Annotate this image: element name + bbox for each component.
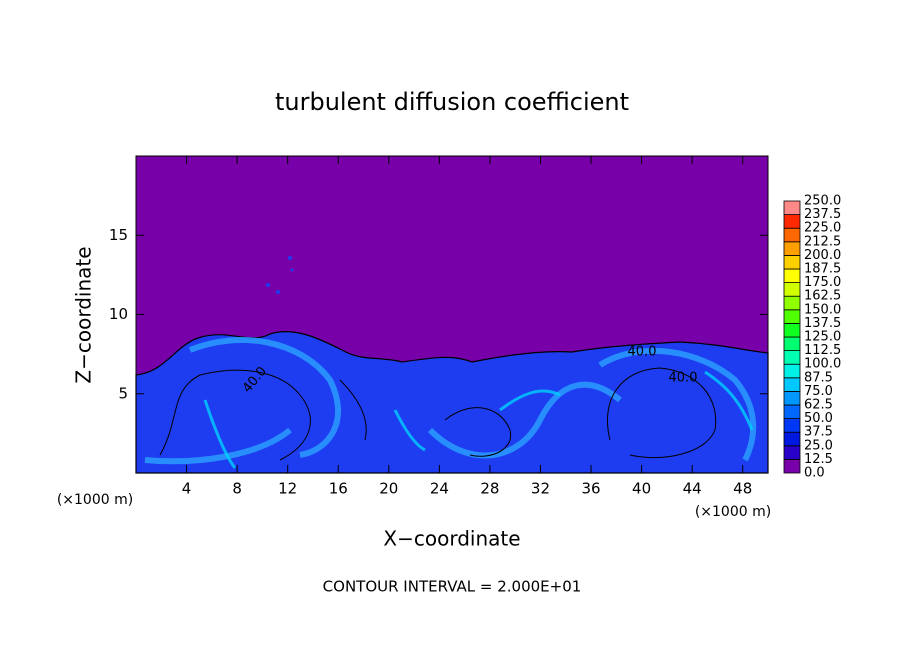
colorbar-label: 200.0: [804, 248, 841, 263]
footnote: CONTOUR INTERVAL = 2.000E+01: [323, 578, 582, 596]
x-tick-label: 40: [632, 480, 651, 498]
colorbar-box: [783, 282, 801, 297]
colorbar-box: [783, 295, 801, 311]
colorbar-box: [783, 458, 801, 474]
colorbar-label: 50.0: [804, 411, 833, 426]
field-swirl: [144, 337, 757, 465]
colorbar-box: [783, 377, 801, 392]
contour-line: [159, 367, 717, 461]
colorbar-box: [783, 214, 801, 229]
contour-label: 40.0: [628, 345, 657, 360]
colorbar-label: 37.5: [804, 425, 833, 440]
field-swirl: [203, 370, 754, 469]
chart-title: turbulent diffusion coefficient: [275, 88, 629, 116]
contour-label: 40.0: [669, 371, 698, 386]
colorbar-label: 12.5: [804, 452, 833, 467]
colorbar-label: 100.0: [804, 357, 841, 372]
colorbar-label: 125.0: [804, 330, 841, 345]
colorbar-label: 162.5: [804, 289, 841, 304]
x-tick-label: 28: [480, 480, 499, 498]
y-axis-label: Z−coordinate: [72, 246, 96, 383]
colorbar-box: [783, 404, 801, 420]
colorbar-box: [783, 336, 801, 352]
colorbar-label: 250.0: [804, 194, 841, 209]
colorbar-label: 87.5: [804, 370, 833, 385]
field-region: [135, 331, 769, 474]
colorbar-label: 212.5: [804, 234, 841, 249]
contour-field: [135, 156, 769, 474]
colorbar-label: 150.0: [804, 302, 841, 317]
colorbar-box: [783, 200, 801, 216]
x-tick-label: 8: [232, 480, 242, 498]
colorbar-box: [783, 431, 801, 447]
x-axis-label: X−coordinate: [383, 527, 520, 551]
x-tick-label: 16: [329, 480, 348, 498]
x-tick-label: 36: [581, 480, 600, 498]
y-tick-label: 15: [109, 226, 128, 244]
colorbar-label: 175.0: [804, 275, 841, 290]
x-tick-label: 48: [733, 480, 752, 498]
colorbar-box: [783, 268, 801, 284]
colorbar-label: 187.5: [804, 262, 841, 277]
x-tick-label: 4: [182, 480, 192, 498]
colorbar-label: 0.0: [804, 466, 825, 481]
colorbar-box: [783, 445, 801, 460]
y-tick-label: 10: [109, 305, 128, 323]
x-tick-label: 20: [379, 480, 398, 498]
x-unit-label: (×1000 m): [695, 504, 771, 520]
colorbar-label: 75.0: [804, 384, 833, 399]
colorbar-box: [783, 350, 801, 365]
y-unit-label: (×1000 m): [57, 492, 133, 508]
colorbar-label: 137.5: [804, 316, 841, 331]
colorbar-label: 112.5: [804, 343, 841, 358]
colorbar-box: [783, 418, 801, 433]
colorbar-box: [783, 254, 801, 270]
colorbar-box: [783, 322, 801, 338]
colorbar-label: 25.0: [804, 438, 833, 453]
x-tick-label: 32: [531, 480, 550, 498]
colorbar-box: [783, 227, 801, 243]
colorbar-box: [783, 363, 801, 379]
colorbar-label: 237.5: [804, 207, 841, 222]
y-tick-label: 5: [118, 384, 128, 402]
colorbar-label: 225.0: [804, 221, 841, 236]
x-tick-label: 24: [430, 480, 449, 498]
colorbar-box: [783, 390, 801, 406]
x-tick-label: 12: [278, 480, 297, 498]
colorbar-label: 62.5: [804, 398, 833, 413]
colorbar-box: [783, 309, 801, 324]
x-tick-label: 44: [683, 480, 702, 498]
colorbar-box: [783, 241, 801, 256]
